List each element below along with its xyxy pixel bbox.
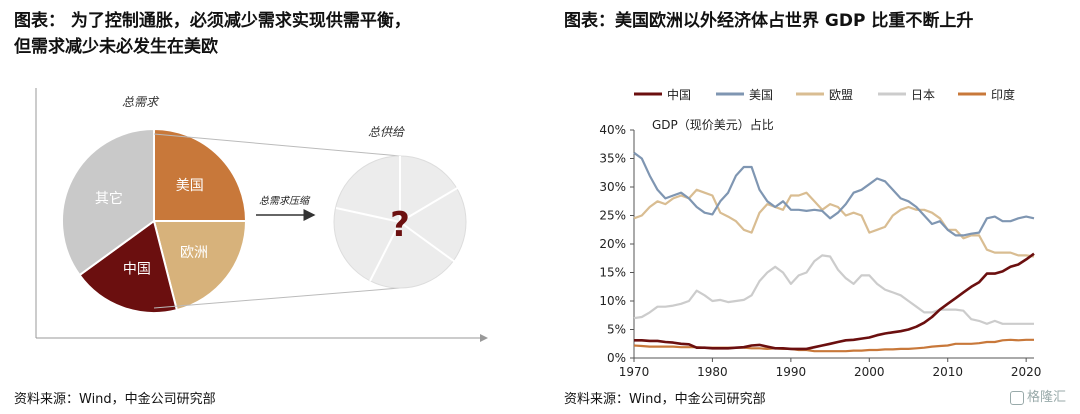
y-tick-label: 25% — [599, 209, 626, 223]
projection-line-top — [153, 133, 401, 157]
legend-label-0: 中国 — [667, 87, 691, 102]
series-lines — [633, 151, 1035, 353]
y-tick-label: 40% — [599, 123, 626, 137]
x-tick-label: 2000 — [854, 365, 885, 379]
pie-slice-2 — [78, 219, 179, 314]
left-figure-title: 图表： 为了控制通胀，必须减少需求实现供需平衡， 但需求减少未必发生在美欧 — [14, 8, 534, 60]
left-title-line1: 图表： 为了控制通胀，必须减少需求实现供需平衡， — [14, 11, 411, 31]
pie-title: 总需求 — [122, 95, 160, 109]
y-tick-label: 15% — [599, 266, 626, 280]
compression-label: 总需求压缩 — [259, 195, 311, 207]
y-tick-label: 0% — [607, 351, 626, 365]
right-figure-title: 图表：美国欧洲以外经济体占世界 GDP 比重不断上升 — [564, 11, 974, 31]
diagram-x-axis-arrow-icon — [480, 334, 488, 342]
x-tick-label: 2010 — [932, 365, 963, 379]
series-line-3 — [633, 254, 1034, 325]
x-tick-label: 1980 — [697, 365, 728, 379]
y-tick-label: 10% — [599, 294, 626, 308]
left-source-note: 资料来源：Wind，中金公司研究部 — [14, 392, 216, 407]
chart-subtitle: GDP（现价美元）占比 — [652, 117, 774, 132]
pie-slice-0 — [153, 127, 248, 222]
pie-slice-label-2: 中国 — [123, 262, 151, 278]
pie-slice-label-3: 其它 — [95, 190, 123, 207]
series-line-0 — [634, 252, 1035, 351]
chart-legend: 中国 美国 欧盟 日本 印度 — [634, 87, 1015, 102]
watermark-logo: 格隆汇 — [1010, 386, 1066, 405]
gdp-share-line-chart: 中国 美国 欧盟 日本 印度 GDP（现价美元）占比 0% 5% 10% 15% 20% 25% 3… — [599, 87, 1042, 379]
pie-slice-label-1: 欧洲 — [180, 245, 208, 261]
projection-line-bottom — [153, 287, 401, 309]
right-source-note: 资料来源：Wind，中金公司研究部 — [564, 392, 766, 407]
x-axis: 1970 1980 1990 2000 2010 2020 — [619, 357, 1042, 379]
legend-label-3: 日本 — [911, 88, 935, 102]
supply-label: 总供给 — [368, 125, 405, 139]
legend-label-1: 美国 — [749, 88, 773, 102]
pie-slice-label-0: 美国 — [176, 178, 204, 194]
y-tick-label: 5% — [607, 323, 626, 337]
supply-question-mark: ? — [390, 205, 410, 245]
y-tick-label: 30% — [599, 180, 626, 194]
x-tick-label: 1990 — [776, 365, 807, 379]
x-tick-label: 1970 — [619, 365, 650, 379]
series-line-2 — [633, 188, 1035, 258]
watermark-icon — [1010, 390, 1024, 405]
y-axis: 0% 5% 10% 15% 20% 25% 30% 35% 40% — [599, 123, 635, 365]
y-tick-label: 20% — [599, 237, 626, 251]
watermark-text: 格隆汇 — [1027, 390, 1067, 405]
pie-slice-1 — [152, 220, 248, 312]
left-title-line2: 但需求减少未必发生在美欧 — [14, 37, 218, 57]
pie-slice-3 — [61, 127, 155, 277]
supply-pie: ? — [333, 155, 467, 289]
legend-label-2: 欧盟 — [829, 88, 853, 102]
legend-label-4: 印度 — [991, 87, 1015, 102]
series-line-1 — [633, 151, 1035, 237]
y-tick-label: 35% — [599, 152, 626, 166]
x-tick-label: 2020 — [1011, 365, 1042, 379]
